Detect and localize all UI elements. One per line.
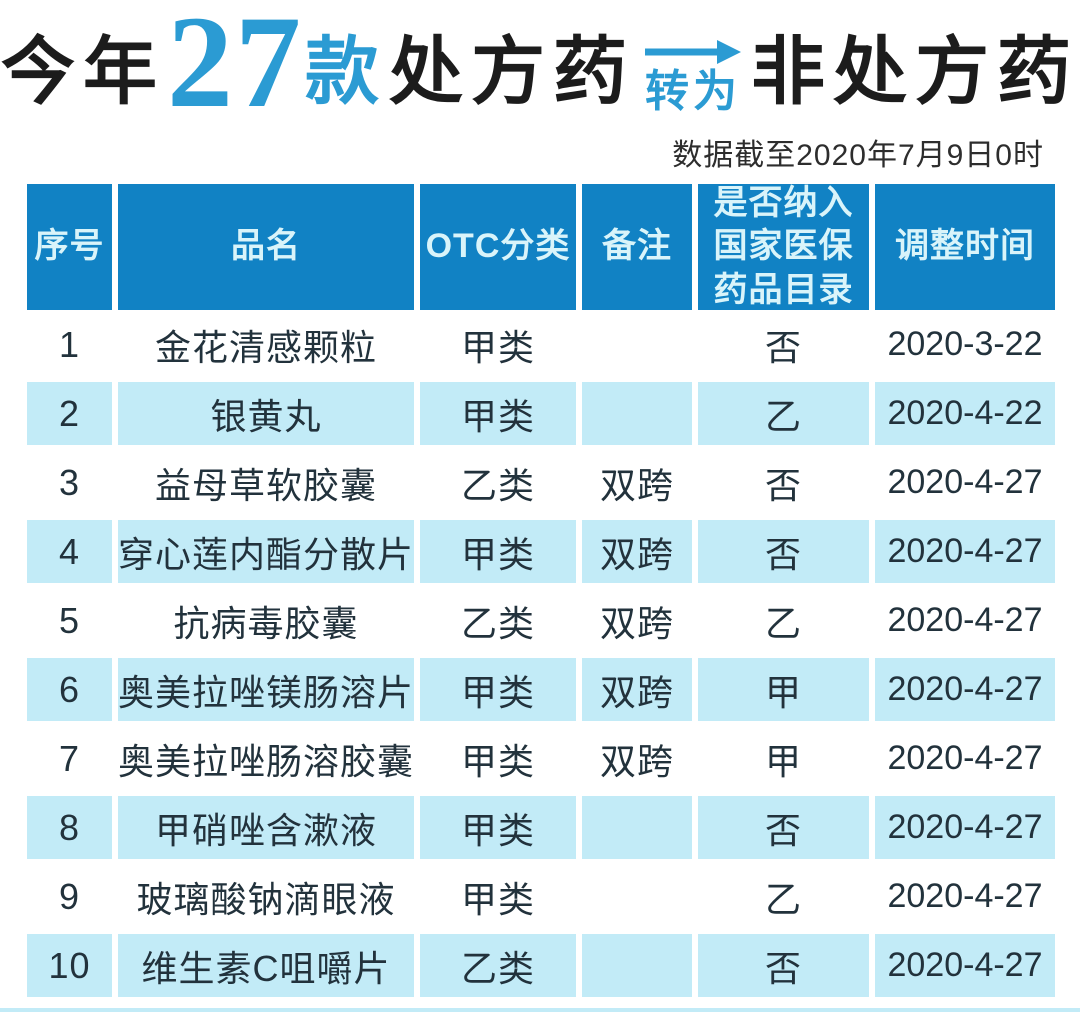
table-row: 4 穿心莲内酯分散片 甲类 双跨 否 2020-4-27 [27,517,1055,586]
cell-product-name: 玻璃酸钠滴眼液 [136,878,396,920]
cell-medicare: 否 [698,520,869,583]
header-product-name: 品名 [118,184,414,310]
cell-otc-class: 乙类 [460,602,535,644]
title-left-term: 处方药 [389,32,635,114]
arrow-label: 转为 [645,66,741,116]
table-header-row: 序号 品名 OTC分类 备注 是否纳入 国家医保 药品目录 调整时间 [27,184,1055,310]
table-row: 7 奥美拉唑肠溶胶囊 甲类 双跨 甲 2020-4-27 [27,724,1055,793]
bottom-accent-strip [0,1008,1080,1012]
cell-medicare: 否 [764,464,802,506]
cell-medicare: 否 [698,796,869,859]
cell-product-name: 银黄丸 [118,382,414,445]
otc-drug-table: 序号 品名 OTC分类 备注 是否纳入 国家医保 药品目录 调整时间 1 金花清… [27,184,1055,1000]
cell-medicare: 乙 [764,878,802,920]
cell-adjust-date: 2020-4-27 [875,520,1055,583]
cell-otc-class: 甲类 [460,326,535,368]
cell-remark [582,310,692,379]
table-row: 3 益母草软胶囊 乙类 双跨 否 2020-4-27 [27,448,1055,517]
cell-otc-class: 乙类 [420,934,576,997]
cell-product-name: 甲硝唑含漱液 [118,796,414,859]
cell-otc-class: 甲类 [420,520,576,583]
cell-remark [582,934,692,997]
cell-medicare: 甲 [764,740,802,782]
table-row: 9 玻璃酸钠滴眼液 甲类 乙 2020-4-27 [27,862,1055,931]
cell-adjust-date: 2020-4-27 [887,463,1043,501]
cell-index: 6 [27,658,112,721]
cell-index: 9 [58,875,81,917]
cell-remark [582,862,692,931]
cell-medicare: 乙 [764,602,802,644]
title-prefix: 今年 [1,32,165,114]
table-row: 6 奥美拉唑镁肠溶片 甲类 双跨 甲 2020-4-27 [27,655,1055,724]
cell-medicare: 否 [698,934,869,997]
table-row: 10 维生素C咀嚼片 乙类 否 2020-4-27 [27,931,1055,1000]
cell-remark: 双跨 [582,658,692,721]
cell-product-name: 益母草软胶囊 [154,464,377,506]
header-adjust-date: 调整时间 [875,184,1055,310]
cell-index: 2 [27,382,112,445]
cell-index: 3 [58,461,81,503]
header-remark: 备注 [582,184,692,310]
header-otc-class: OTC分类 [420,184,576,310]
cell-index: 10 [27,934,112,997]
data-cutoff-note: 数据截至2020年7月9日0时 [672,139,1044,172]
right-arrow-icon [645,39,741,64]
transition-arrow-unit: 转为 [645,39,741,116]
cell-otc-class: 乙类 [460,464,535,506]
cell-adjust-date: 2020-4-27 [875,934,1055,997]
title-count-unit: 款 [305,32,379,114]
cell-medicare: 乙 [698,382,869,445]
cell-medicare: 甲 [698,658,869,721]
cell-product-name: 奥美拉唑镁肠溶片 [118,658,414,721]
table-row: 8 甲硝唑含漱液 甲类 否 2020-4-27 [27,793,1055,862]
cell-otc-class: 甲类 [420,382,576,445]
cell-remark [582,382,692,445]
cell-remark: 双跨 [599,740,674,782]
cell-otc-class: 甲类 [460,740,535,782]
table-row: 1 金花清感颗粒 甲类 否 2020-3-22 [27,310,1055,379]
cell-adjust-date: 2020-4-22 [875,382,1055,445]
cell-product-name: 维生素C咀嚼片 [118,934,414,997]
header-medicare-catalog: 是否纳入 国家医保 药品目录 [698,184,869,310]
cell-index: 1 [58,323,81,365]
table-row: 2 银黄丸 甲类 乙 2020-4-22 [27,379,1055,448]
cell-adjust-date: 2020-3-22 [887,325,1043,363]
cell-product-name: 奥美拉唑肠溶胶囊 [118,740,415,782]
header-index: 序号 [27,184,112,310]
cell-remark: 双跨 [599,602,674,644]
cell-index: 8 [27,796,112,859]
cell-product-name: 穿心莲内酯分散片 [118,520,414,583]
cell-otc-class: 甲类 [420,658,576,721]
cell-index: 4 [27,520,112,583]
cell-remark [582,796,692,859]
cell-index: 5 [58,599,81,641]
title-count: 27 [167,0,303,135]
cell-remark: 双跨 [582,520,692,583]
cell-product-name: 抗病毒胶囊 [173,602,359,644]
cell-otc-class: 甲类 [420,796,576,859]
cell-adjust-date: 2020-4-27 [887,877,1043,915]
cell-adjust-date: 2020-4-27 [887,601,1043,639]
title-right-term: 非处方药 [751,32,1079,114]
cell-adjust-date: 2020-4-27 [875,796,1055,859]
cell-index: 7 [58,737,81,779]
page-title: 今年 27 款 处方药 转为 非处方药 [0,0,1080,135]
cell-adjust-date: 2020-4-27 [887,739,1043,777]
cell-adjust-date: 2020-4-27 [875,658,1055,721]
cell-product-name: 金花清感颗粒 [154,326,377,368]
cell-otc-class: 甲类 [460,878,535,920]
cell-remark: 双跨 [599,464,674,506]
table-row: 5 抗病毒胶囊 乙类 双跨 乙 2020-4-27 [27,586,1055,655]
cell-medicare: 否 [764,326,802,368]
